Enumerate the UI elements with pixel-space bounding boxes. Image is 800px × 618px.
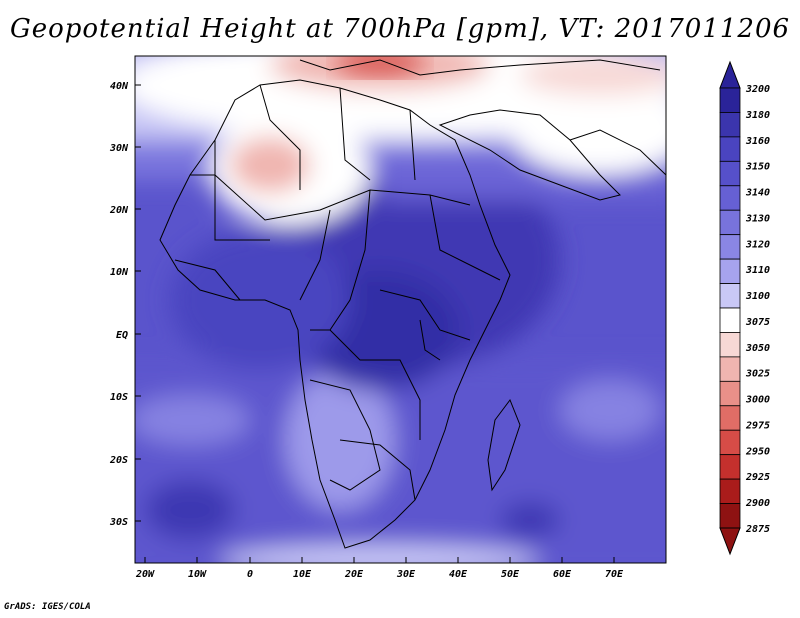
colorbar-swatch — [719, 283, 741, 309]
colorbar-swatch — [719, 307, 741, 333]
colorbar-swatch — [719, 112, 741, 138]
colorbar-label: 3150 — [745, 162, 770, 173]
colorbar-swatch — [719, 185, 741, 211]
colorbar-swatch — [719, 478, 741, 504]
lat-label: 40N — [110, 81, 129, 92]
latitude-labels: 40N 30N 20N 10N EQ 10S 20S 30S — [109, 81, 129, 528]
colorbar-label: 2925 — [745, 472, 770, 483]
colorbar-label: 2900 — [745, 498, 770, 509]
grads-credit: GrADS: IGES/COLA — [4, 602, 91, 612]
colorbar-label: 3100 — [745, 291, 770, 302]
lon-label: 20E — [344, 569, 364, 580]
colorbar-top-arrow — [719, 60, 741, 89]
lon-label: 50E — [501, 569, 520, 580]
colorbar-bottom-arrow — [719, 527, 741, 556]
lat-label: 30S — [109, 517, 128, 528]
colorbar-swatch — [719, 405, 741, 431]
geopotential-field — [135, 56, 666, 563]
colorbar-swatch — [719, 209, 741, 236]
colorbar-swatch — [719, 136, 741, 162]
lat-label: 20N — [109, 205, 129, 216]
colorbar-label: 3025 — [745, 369, 770, 380]
lon-label: 10W — [188, 569, 207, 580]
colorbar-swatch — [719, 87, 741, 113]
lon-label: 10E — [293, 569, 312, 580]
coastlines — [159, 59, 666, 549]
colorbar-swatch — [719, 429, 741, 456]
colorbar-label: 3140 — [745, 188, 770, 199]
colorbar: 3200 3180 3160 3150 3140 3130 3120 3110 3100 3075… — [719, 60, 770, 556]
axis-ticks — [135, 84, 615, 563]
colorbar-swatch — [719, 160, 741, 187]
colorbar-label: 3130 — [745, 213, 770, 224]
lon-label: 60E — [553, 569, 572, 580]
lat-label: 10N — [110, 267, 129, 278]
lon-label: 40E — [449, 569, 468, 580]
colorbar-label: 3180 — [745, 110, 770, 121]
lon-label: 30E — [396, 569, 416, 580]
colorbar-label: 3200 — [745, 84, 770, 95]
colorbar-swatch — [719, 234, 741, 260]
colorbar-swatch — [719, 356, 741, 382]
colorbar-label: 2950 — [745, 446, 770, 457]
lat-label: 20S — [109, 455, 128, 466]
map-title: Geopotential Height at 700hPa [gpm], VT:… — [9, 14, 791, 44]
colorbar-label: 3050 — [745, 343, 770, 354]
colorbar-label: 2875 — [745, 524, 770, 535]
colorbar-label: 3075 — [745, 317, 770, 328]
lon-label: 20W — [135, 569, 155, 580]
colorbar-label: 3120 — [745, 239, 770, 250]
colorbar-swatch — [719, 332, 741, 358]
colorbar-label: 3000 — [745, 395, 770, 406]
colorbar-label: 3160 — [745, 136, 770, 147]
plot-frame — [134, 55, 667, 564]
lat-label: EQ — [116, 330, 128, 341]
colorbar-swatch — [719, 503, 741, 529]
lat-label: 30N — [109, 143, 129, 154]
colorbar-swatch — [719, 258, 741, 284]
colorbar-label: 2975 — [745, 420, 770, 431]
colorbar-swatch — [719, 454, 741, 480]
lon-label: 0 — [247, 569, 253, 580]
colorbar-swatch — [719, 380, 741, 407]
colorbar-label: 3110 — [745, 265, 770, 276]
longitude-labels: 20W 10W 0 10E 20E 30E 40E 50E 60E 70E — [135, 569, 624, 580]
lon-label: 70E — [605, 569, 624, 580]
lat-label: 10S — [110, 392, 128, 403]
